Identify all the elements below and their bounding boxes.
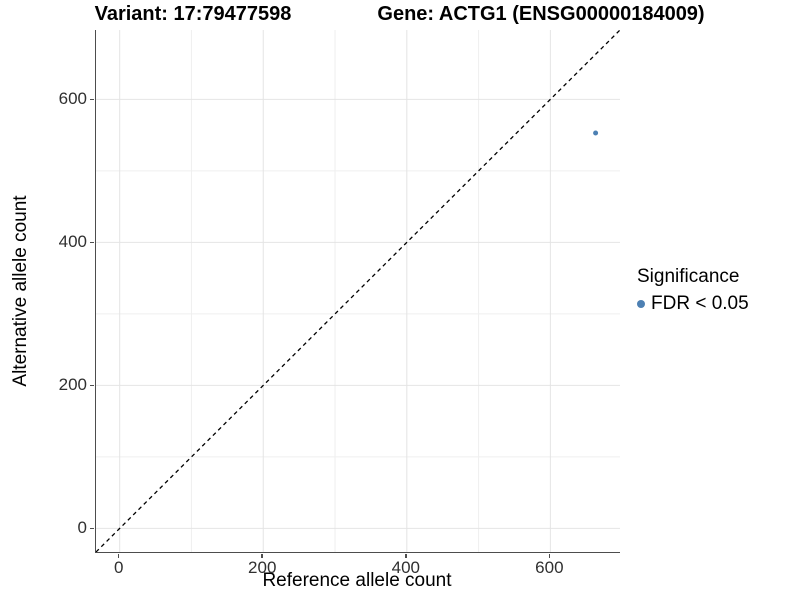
- legend-items: FDR < 0.05: [637, 293, 749, 315]
- legend: Significance FDR < 0.05: [637, 266, 749, 315]
- x-tick-mark: [261, 553, 263, 558]
- y-tick-label: 600: [58, 89, 87, 109]
- x-tick-mark: [117, 553, 120, 558]
- y-tick-label: 200: [58, 375, 87, 395]
- y-tick-mark: [89, 241, 94, 244]
- y-tick-mark: [89, 384, 94, 387]
- x-tick-label: 200: [248, 558, 277, 577]
- y-tick-mark: [89, 527, 94, 530]
- x-axis-title: Reference allele count: [262, 570, 452, 591]
- y-axis-title: Alternative allele count: [10, 195, 31, 387]
- plot-svg: [96, 30, 620, 552]
- y-tick-mark: [89, 98, 94, 101]
- x-tick-label: 600: [535, 558, 564, 577]
- plot-panel: [95, 30, 620, 553]
- y-tick-label: 0: [77, 518, 87, 538]
- legend-title: Significance: [637, 266, 740, 287]
- identity-line: [96, 30, 620, 552]
- x-tick-mark: [405, 553, 407, 558]
- x-tick-mark: [548, 553, 551, 558]
- legend-item-label: FDR < 0.05: [651, 293, 749, 314]
- data-point: [593, 130, 599, 136]
- variant-title: Variant: 17:79477598: [94, 3, 292, 25]
- legend-item: FDR < 0.05: [637, 293, 749, 315]
- legend-point-icon: [637, 300, 645, 308]
- x-tick-label: 400: [391, 558, 420, 577]
- y-tick-label: 400: [58, 232, 87, 252]
- gene-title: Gene: ACTG1 (ENSG00000184009): [377, 3, 705, 25]
- x-tick-label: 0: [113, 558, 124, 577]
